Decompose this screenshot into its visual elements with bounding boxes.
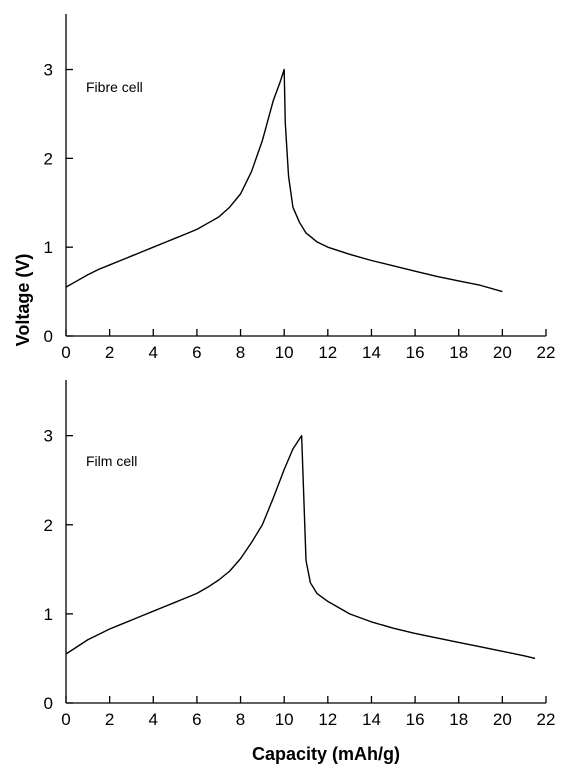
y-tick-label: 3 xyxy=(44,427,53,446)
y-tick-label: 3 xyxy=(44,61,53,80)
x-tick-label: 22 xyxy=(537,343,556,362)
x-tick-label: 8 xyxy=(236,343,245,362)
series-line-0-0 xyxy=(65,68,503,293)
chart-annotation-1: Film cell xyxy=(86,453,137,469)
x-axis-label: Capacity (mAh/g) xyxy=(252,744,400,764)
y-tick-label: 1 xyxy=(44,238,53,257)
y-tick-label: 0 xyxy=(44,694,53,713)
x-tick-label: 18 xyxy=(449,710,468,729)
x-tick-label: 0 xyxy=(61,343,70,362)
x-tick-label: 2 xyxy=(105,710,114,729)
x-tick-label: 4 xyxy=(149,710,158,729)
x-tick-label: 6 xyxy=(192,343,201,362)
x-tick-label: 20 xyxy=(493,343,512,362)
x-tick-label: 8 xyxy=(236,710,245,729)
y-tick-label: 2 xyxy=(44,149,53,168)
x-tick-label: 0 xyxy=(61,710,70,729)
x-tick-label: 12 xyxy=(318,710,337,729)
x-tick-label: 14 xyxy=(362,710,381,729)
series-line-1-0 xyxy=(65,434,536,660)
x-tick-label: 16 xyxy=(406,343,425,362)
x-tick-label: 10 xyxy=(275,343,294,362)
x-tick-label: 20 xyxy=(493,710,512,729)
x-tick-label: 22 xyxy=(537,710,556,729)
x-tick-label: 12 xyxy=(318,343,337,362)
x-tick-label: 16 xyxy=(406,710,425,729)
x-tick-label: 6 xyxy=(192,710,201,729)
x-tick-label: 2 xyxy=(105,343,114,362)
y-tick-label: 0 xyxy=(44,327,53,346)
y-tick-label: 2 xyxy=(44,516,53,535)
x-tick-label: 4 xyxy=(149,343,158,362)
y-axis-label: Voltage (V) xyxy=(13,254,33,347)
chart-annotation-0: Fibre cell xyxy=(86,79,143,95)
x-tick-label: 14 xyxy=(362,343,381,362)
x-tick-label: 10 xyxy=(275,710,294,729)
x-tick-label: 18 xyxy=(449,343,468,362)
y-tick-label: 1 xyxy=(44,605,53,624)
